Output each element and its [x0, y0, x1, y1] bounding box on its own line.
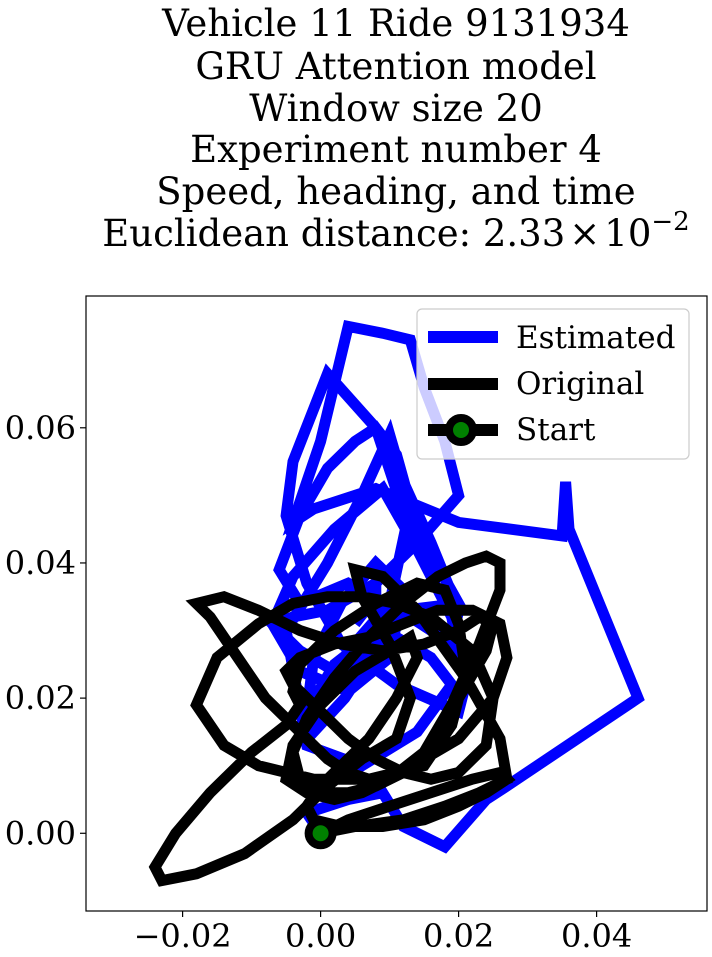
x-tick-label: −0.02 — [134, 917, 232, 955]
title-metric-prefix: Euclidean distance: — [102, 212, 483, 255]
axes-layer: −0.02 0.00 0.02 0.04 0.00 0.02 0.04 0.06 — [5, 409, 632, 955]
y-tick-label: 0.06 — [5, 409, 76, 447]
title-metric-exponent: −2 — [651, 207, 689, 237]
legend-swatch-start-marker — [445, 414, 477, 446]
legend-label-start: Start — [516, 412, 596, 448]
start-marker — [304, 817, 337, 850]
y-tick-label: 0.02 — [5, 679, 76, 717]
title-line-2: GRU Attention model — [195, 45, 596, 88]
title-line-1: Vehicle 11 Ride 9131934 — [161, 2, 630, 45]
title-line-6: Euclidean distance: 2.33 × 10−2 — [102, 207, 689, 255]
x-tick-label: 0.02 — [423, 917, 494, 955]
y-tick-label: 0.00 — [5, 814, 76, 852]
title-metric-base: 10 — [604, 212, 651, 255]
title-line-5: Speed, heading, and time — [156, 170, 635, 213]
legend-frame — [416, 308, 690, 460]
legend-label-estimated: Estimated — [516, 320, 675, 356]
series-line-original — [148, 550, 516, 887]
x-tick-label: 0.00 — [285, 917, 356, 955]
series-line-estimated — [261, 319, 645, 854]
legend: Estimated Original Start — [416, 308, 690, 460]
series-layer — [148, 319, 645, 887]
x-tick-label: 0.04 — [561, 917, 632, 955]
title-line-3: Window size 20 — [249, 87, 543, 130]
plot-frame — [85, 295, 708, 912]
y-tick-label: 0.04 — [5, 544, 76, 582]
title-metric-times: × — [569, 212, 600, 255]
title-line-4: Experiment number 4 — [190, 128, 602, 171]
legend-label-original: Original — [516, 366, 644, 402]
title-metric-mantissa: 2.33 — [483, 212, 565, 255]
chart-title: Vehicle 11 Ride 9131934 GRU Attention mo… — [102, 2, 689, 255]
